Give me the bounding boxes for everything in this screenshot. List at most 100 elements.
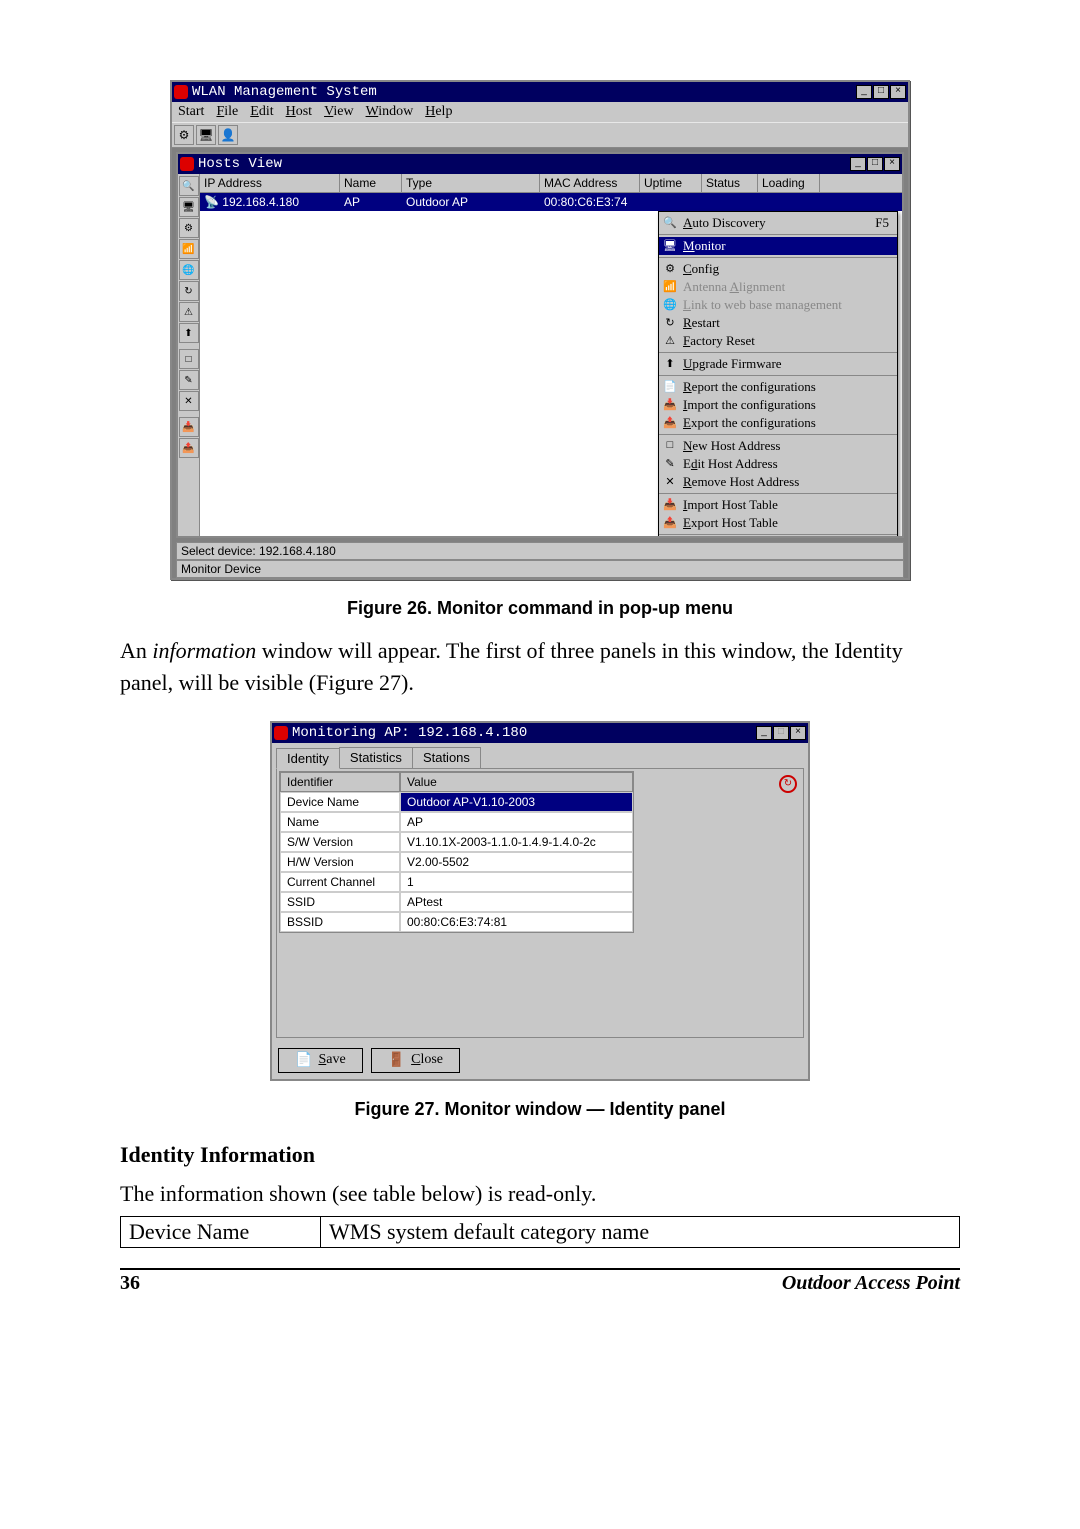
close-button[interactable]: ×: [790, 726, 806, 740]
context-menu-item[interactable]: ✎Edit Host Address: [659, 455, 897, 473]
context-menu-item[interactable]: ✕Remove Host Address: [659, 473, 897, 491]
main-toolbar: ⚙ 🖥 👤: [172, 122, 908, 148]
menu-item[interactable]: Edit: [250, 104, 273, 120]
table-cell: APtest: [400, 892, 633, 912]
table-row[interactable]: Current Channel1: [280, 872, 633, 892]
side-button[interactable]: 🌐: [179, 260, 199, 280]
side-button[interactable]: 📶: [179, 239, 199, 259]
table-row[interactable]: H/W VersionV2.00-5502: [280, 852, 633, 872]
table-cell: BSSID: [280, 912, 400, 932]
side-button[interactable]: 📤: [179, 438, 199, 458]
side-button[interactable]: ✎: [179, 370, 199, 390]
tab-statistics[interactable]: Statistics: [339, 747, 413, 768]
menu-item[interactable]: Window: [366, 104, 414, 120]
toolbar-button[interactable]: 👤: [218, 125, 238, 145]
table-cell: AP: [400, 812, 633, 832]
status-text: Monitor Device: [176, 560, 904, 578]
table-row[interactable]: S/W VersionV1.10.1X-2003-1.1.0-1.4.9-1.4…: [280, 832, 633, 852]
table-row[interactable]: Device NameOutdoor AP-V1.10-2003: [280, 792, 633, 812]
table-cell: Device Name: [121, 1216, 321, 1247]
table-row[interactable]: 📡 192.168.4.180APOutdoor AP00:80:C6:E3:7…: [200, 193, 902, 211]
close-button[interactable]: 🚪Close: [371, 1048, 460, 1073]
table-cell: Name: [280, 812, 400, 832]
menu-item[interactable]: File: [216, 104, 238, 120]
context-menu-item[interactable]: ↻Restart: [659, 314, 897, 332]
hosts-view-window: Hosts View _ □ × 🔍 🖥 ⚙ 📶 🌐: [176, 152, 904, 538]
table-cell: [758, 193, 820, 211]
table-cell: 00:80:C6:E3:74:81: [400, 912, 633, 932]
toolbar-button[interactable]: 🖥: [196, 125, 216, 145]
side-button[interactable]: 🔍: [179, 176, 199, 196]
side-button[interactable]: ⬆: [179, 323, 199, 343]
side-toolbar: 🔍 🖥 ⚙ 📶 🌐 ↻ ⚠ ⬆ □ ✎ ✕ 📥 �: [178, 174, 200, 536]
table-row[interactable]: BSSID00:80:C6:E3:74:81: [280, 912, 633, 932]
context-menu-item[interactable]: 🔍Auto DiscoveryF5: [659, 214, 897, 232]
door-icon: 🚪: [388, 1052, 405, 1069]
context-menu-item[interactable]: ⚙Config: [659, 260, 897, 278]
table-cell: 00:80:C6:E3:74: [540, 193, 640, 211]
column-header-cell[interactable]: Loading: [758, 174, 820, 192]
context-menu-item[interactable]: ⚠Factory Reset: [659, 332, 897, 350]
menu-item[interactable]: Host: [286, 104, 312, 120]
context-menu-item[interactable]: 📤Export Host Table: [659, 514, 897, 532]
side-button[interactable]: ⚙: [179, 218, 199, 238]
table-cell: Current Channel: [280, 872, 400, 892]
column-header-cell[interactable]: Type: [402, 174, 540, 192]
app-icon: [274, 726, 288, 740]
side-button[interactable]: 📥: [179, 417, 199, 437]
column-header-cell[interactable]: Status: [702, 174, 758, 192]
save-button[interactable]: 📄Save: [278, 1048, 363, 1073]
main-window-title: WLAN Management System: [192, 84, 377, 100]
column-header-cell[interactable]: IP Address: [200, 174, 340, 192]
figure-26: WLAN Management System _ □ × Start File Ed…: [120, 80, 960, 619]
save-label-rest: ave: [326, 1052, 345, 1067]
identity-table: Identifier Value Device NameOutdoor AP-V…: [279, 771, 634, 933]
figure-caption: Figure 27. Monitor window — Identity pan…: [120, 1099, 960, 1120]
mdi-area: Hosts View _ □ × 🔍 🖥 ⚙ 📶 🌐: [172, 148, 908, 578]
table-cell: V2.00-5502: [400, 852, 633, 872]
maximize-button[interactable]: □: [873, 85, 889, 99]
info-table: Device Name WMS system default category …: [120, 1216, 960, 1248]
table-cell: Device Name: [280, 792, 400, 812]
context-menu-item[interactable]: 📤Export the configurations: [659, 414, 897, 432]
column-header-cell[interactable]: Uptime: [640, 174, 702, 192]
side-button[interactable]: 🖥: [179, 197, 199, 217]
side-button[interactable]: ⚠: [179, 302, 199, 322]
tabstrip: IdentityStatisticsStations: [272, 743, 808, 768]
table-row[interactable]: NameAP: [280, 812, 633, 832]
menu-item[interactable]: View: [324, 104, 354, 120]
table-cell: S/W Version: [280, 832, 400, 852]
tab-stations[interactable]: Stations: [412, 747, 481, 768]
app-icon: [180, 157, 194, 171]
footer-rule: [120, 1268, 960, 1270]
context-menu-item[interactable]: ⬆Upgrade Firmware: [659, 355, 897, 373]
minimize-button[interactable]: _: [856, 85, 872, 99]
side-button[interactable]: ✕: [179, 391, 199, 411]
text-emphasis: information: [152, 638, 256, 663]
side-button[interactable]: □: [179, 349, 199, 369]
table-cell: [702, 193, 758, 211]
menu-item[interactable]: Help: [425, 104, 452, 120]
side-button[interactable]: ↻: [179, 281, 199, 301]
context-menu-item[interactable]: 📄Report the configurations: [659, 378, 897, 396]
column-header-cell[interactable]: Name: [340, 174, 402, 192]
context-menu-item[interactable]: 🖥Monitor: [659, 237, 897, 255]
context-menu-item[interactable]: 📥Import the configurations: [659, 396, 897, 414]
close-button[interactable]: ×: [884, 157, 900, 171]
table-row[interactable]: SSIDAPtest: [280, 892, 633, 912]
context-menu-item[interactable]: 📥Import Host Table: [659, 496, 897, 514]
close-button[interactable]: ×: [890, 85, 906, 99]
refresh-icon[interactable]: ↻: [779, 775, 797, 793]
table-cell: H/W Version: [280, 852, 400, 872]
toolbar-button[interactable]: ⚙: [174, 125, 194, 145]
menu-item[interactable]: Start: [178, 104, 204, 120]
column-header-cell[interactable]: MAC Address: [540, 174, 640, 192]
column-header: IP AddressNameTypeMAC AddressUptimeStatu…: [200, 174, 902, 193]
minimize-button[interactable]: _: [756, 726, 772, 740]
context-menu-item[interactable]: □New Host Address: [659, 437, 897, 455]
tab-identity[interactable]: Identity: [276, 748, 340, 769]
column-header-value: Value: [400, 772, 633, 792]
minimize-button[interactable]: _: [850, 157, 866, 171]
context-menu-item: 🌐Link to web base management: [659, 296, 897, 314]
maximize-button[interactable]: □: [867, 157, 883, 171]
